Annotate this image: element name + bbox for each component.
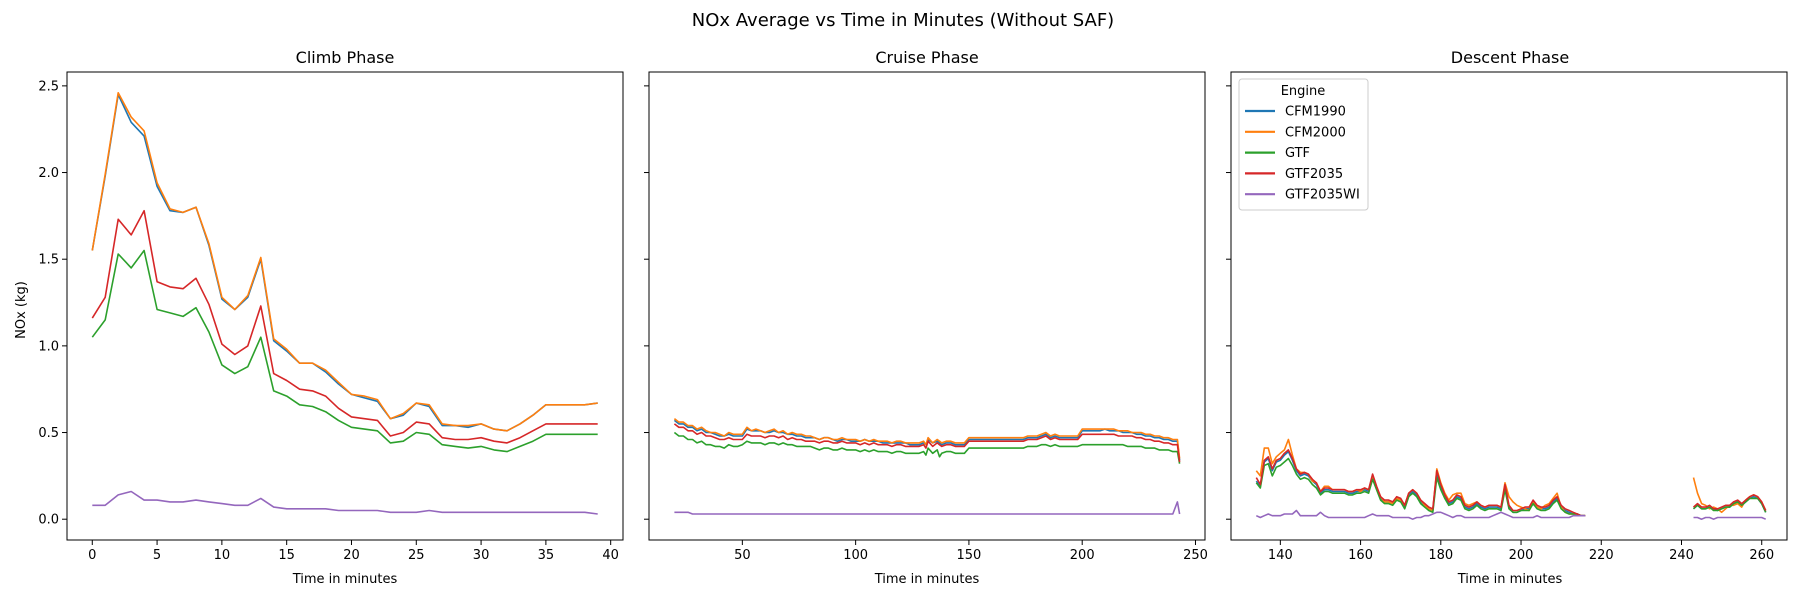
x-tick-label-climb: 15 — [278, 548, 295, 563]
panel-title-descent: Descent Phase — [1451, 48, 1569, 67]
series-line-climb-cfm1990 — [91, 93, 598, 432]
x-tick-label-climb: 40 — [602, 548, 619, 563]
x-tick-label-cruise: 100 — [843, 548, 868, 563]
plot-area-climb: 0 5 10 15 20 25 30 35 40 0.0 0.5 1.0 1.5 2.0 2.5 — [38, 71, 624, 563]
series-line-climb-cfm2000 — [91, 92, 598, 432]
x-axis-label-climb: Time in minutes — [292, 572, 398, 587]
legend-label-cfm2000: CFM2000 — [1285, 125, 1346, 140]
legend-label-gtf2035wi: GTF2035WI — [1285, 188, 1360, 203]
panel-cruise: Cruise Phase Time in minutes 50 100 150 200… — [644, 48, 1208, 587]
legend: Engine CFM1990 CFM2000 GTF GTF2035 GTF2035WI — [1238, 78, 1369, 211]
x-axis-label-descent: Time in minutes — [1457, 572, 1563, 587]
axes-frame-cruise — [648, 71, 1206, 541]
x-tick-label-cruise: 50 — [734, 548, 751, 563]
legend-label-gtf2035: GTF2035 — [1285, 167, 1343, 182]
series-line-descent-gtf2035-segment-1 — [1255, 449, 1586, 517]
y-axis-label: NOx (kg) — [14, 281, 29, 339]
series-line-descent-gtf-segment-2 — [1692, 497, 1767, 513]
x-tick-label-climb: 0 — [88, 548, 96, 563]
panel-title-climb: Climb Phase — [296, 48, 395, 67]
panel-climb: Climb Phase Time in minutes 0 5 10 15 20 25 30… — [38, 48, 624, 587]
x-tick-label-descent: 200 — [1509, 548, 1534, 563]
series-line-descent-gtf2035-segment-2 — [1692, 494, 1767, 511]
x-tick-label-climb: 30 — [473, 548, 490, 563]
y-tick-label-climb: 1.5 — [38, 253, 59, 268]
x-tick-label-climb: 35 — [538, 548, 555, 563]
y-tick-label-climb: 0.5 — [38, 426, 59, 441]
plot-area-descent: 140 160 180 200 220 240 260 — [1226, 71, 1788, 563]
series-line-cruise-gtf — [673, 431, 1181, 464]
plot-area-cruise: 50 100 150 200 250 — [644, 71, 1208, 563]
figure-title: NOx Average vs Time in Minutes (Without … — [692, 10, 1114, 31]
series-line-descent-gtf2035wi-segment-2 — [1693, 516, 1767, 521]
y-tick-label-climb: 0.0 — [38, 513, 59, 528]
legend-label-cfm1990: CFM1990 — [1285, 105, 1346, 120]
series-line-cruise-cfm2000 — [673, 418, 1181, 459]
x-tick-label-cruise: 200 — [1070, 548, 1095, 563]
panel-descent: Descent Phase Time in minutes 140 160 180 2… — [1226, 48, 1788, 587]
y-tick-label-climb: 2.5 — [38, 79, 59, 94]
axes-frame-descent — [1230, 71, 1788, 541]
x-tick-label-descent: 240 — [1669, 548, 1694, 563]
x-tick-label-cruise: 150 — [957, 548, 982, 563]
axes-frame-climb — [66, 71, 624, 541]
x-tick-label-climb: 20 — [343, 548, 360, 563]
x-tick-label-descent: 140 — [1268, 548, 1293, 563]
panel-title-cruise: Cruise Phase — [875, 48, 978, 67]
x-axis-label-cruise: Time in minutes — [874, 572, 980, 587]
series-line-descent-gtf2035wi-segment-1 — [1255, 509, 1586, 521]
x-tick-label-descent: 160 — [1348, 548, 1373, 563]
series-line-cruise-gtf2035wi — [674, 501, 1181, 515]
y-tick-label-climb: 1.0 — [38, 339, 59, 354]
series-line-climb-gtf — [91, 249, 598, 453]
x-tick-label-climb: 5 — [153, 548, 161, 563]
x-tick-label-descent: 220 — [1589, 548, 1614, 563]
series-line-descent-gtf-segment-1 — [1255, 457, 1586, 517]
x-tick-label-cruise: 250 — [1183, 548, 1208, 563]
x-tick-label-descent: 180 — [1428, 548, 1453, 563]
series-line-climb-gtf2035 — [91, 209, 598, 444]
legend-label-gtf: GTF — [1285, 146, 1310, 161]
series-line-cruise-gtf2035 — [673, 423, 1181, 463]
legend-title: Engine — [1281, 84, 1326, 99]
x-tick-label-climb: 25 — [408, 548, 425, 563]
x-tick-label-descent: 260 — [1749, 548, 1774, 563]
x-tick-label-climb: 10 — [214, 548, 231, 563]
series-line-climb-gtf2035wi — [92, 490, 598, 515]
y-tick-label-climb: 2.0 — [38, 166, 59, 181]
